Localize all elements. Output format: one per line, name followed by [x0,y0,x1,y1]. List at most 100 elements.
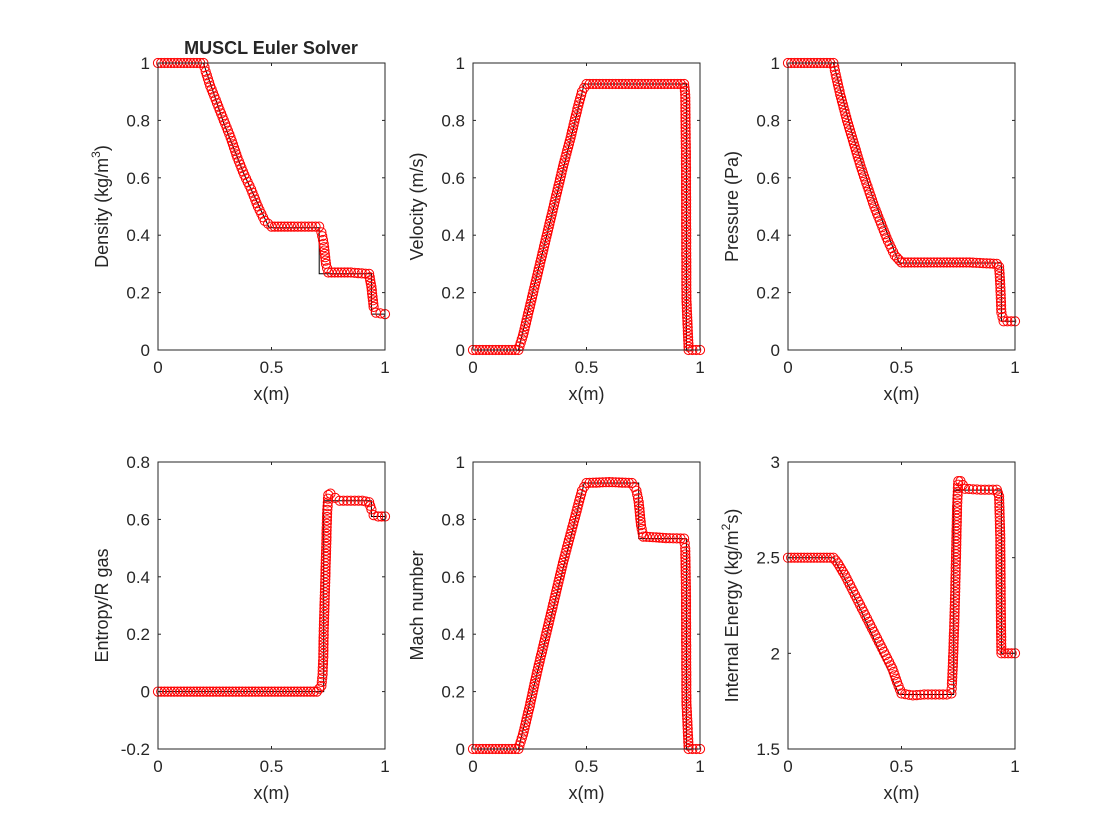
data-point [322,508,333,519]
data-point-interp [808,552,820,563]
data-point-interp [680,116,691,127]
data-point [994,261,1005,272]
data-point [289,221,300,232]
data-point [930,689,941,700]
data-point-interp [830,555,841,566]
data-point-interp [961,257,972,268]
data-point-interp [952,497,963,508]
data-point-interp [834,561,845,572]
exact-solution-line [788,62,1015,322]
data-point-interp [306,221,318,232]
data-point-interp [951,517,962,528]
data-point-interp [292,686,303,697]
data-point [649,78,660,90]
data-point-interp [246,686,258,697]
data-point-interp [633,500,645,511]
data-point-interp [681,280,692,291]
data-point-interp [948,638,959,649]
data-point-interp [950,579,961,591]
data-point-interp [681,680,692,691]
data-point-interp [951,520,962,531]
data-point-interp [996,635,1007,646]
data-point-interp [951,546,962,557]
data-point-interp [681,214,692,225]
data-point-interp [681,703,692,714]
data-point [318,238,329,249]
data-point-interp [182,686,193,697]
data-point-interp [949,597,961,608]
y-tick-label: 0 [771,341,780,360]
data-point-interp [994,494,1005,505]
data-point [681,696,692,707]
data-point-interp [949,617,960,628]
data-point [896,688,907,699]
data-point-interp [682,325,693,336]
data-point-interp [681,227,692,238]
data-point-interp [250,686,261,697]
data-point-interp [681,647,692,658]
data-point-interp [1006,648,1017,659]
x-tick-label: 1 [695,757,704,776]
data-point-interp [256,686,267,697]
data-point-interp [662,78,673,90]
data-point-interp [319,584,331,595]
data-point [318,626,329,637]
data-point-interp [946,683,957,694]
data-point-interp [995,569,1006,580]
subplot-density: 0 0.5 1 0 0.2 0.4 0.6 0.8 1 x(m) Density (kg/m3) [89,54,391,404]
data-point-interp [995,546,1006,557]
data-point-interp [967,257,979,268]
y-tick-label: 0.4 [756,226,780,245]
data-point-interp [999,648,1010,659]
data-point-interp [996,645,1007,656]
data-point-interp [632,493,644,504]
x-tick-label: 0.5 [260,757,284,776]
data-point-interp [899,257,910,268]
y-tick-label: 0.4 [126,568,150,587]
x-axis-label: x(m) [884,384,920,404]
data-point-interp [950,562,961,574]
data-point [907,690,919,701]
data-point-interp [681,218,692,229]
data-point-interp [949,593,961,604]
data-point-interp [320,255,331,266]
data-point [635,520,647,531]
data-point-interp [594,477,605,488]
data-point-interp [285,221,297,232]
data-point-interp [996,304,1007,315]
data-point-interp [681,640,692,651]
data-point-interp [950,569,961,580]
data-point-interp [994,275,1006,286]
data-point-interp [995,552,1006,564]
data-point-interp [321,522,332,533]
y-axis-label: Entropy/R gas [92,548,112,662]
data-point-interp [996,632,1007,643]
data-point-interp [680,142,691,153]
data-point [221,686,232,697]
data-point-interp [230,686,241,697]
x-tick-label: 0 [153,757,162,776]
data-point-interp [632,489,643,500]
data-point [996,648,1007,659]
data-point-interp [950,586,961,597]
subplot-entropy: 0 0.5 1-0.200.20.40.60.8x(m)Entropy/R gas [92,453,391,803]
data-point-interp [316,676,327,688]
data-point-interp [994,508,1005,519]
data-point-interp [321,542,332,553]
data-point-interp [681,650,692,661]
x-tick-label: 0.5 [575,358,599,377]
data-point-interp [995,612,1007,623]
data-point-interp [681,250,692,261]
subplot-internal-energy: 0 0.5 1 1.5 2 2.5 3 x(m) Internal Energy (kg/m2s… [719,453,1021,803]
data-point-interp [988,258,999,269]
data-point-interp [597,477,608,488]
data-point-interp [681,299,692,310]
data-point-interp [191,686,202,697]
data-point-interp [156,686,167,697]
data-point-interp [623,477,634,488]
data-point-interp [995,532,1006,544]
data-point-interp [559,551,570,562]
data-point-interp [227,686,238,697]
data-point-interp [318,623,329,634]
data-point-interp [318,619,329,630]
